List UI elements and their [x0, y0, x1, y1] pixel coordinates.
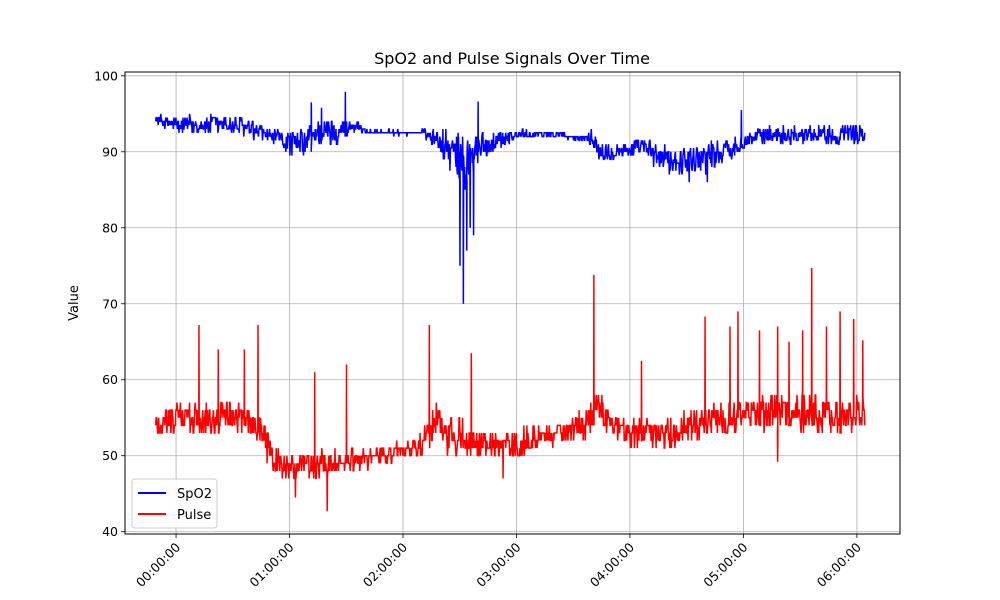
series-layer	[154, 91, 866, 512]
y-tick-label: 80	[102, 220, 118, 235]
y-tick-label: 50	[102, 448, 118, 463]
y-tick-label: 60	[102, 372, 118, 387]
series-line-spo2	[154, 91, 866, 304]
y-tick-label: 40	[102, 524, 118, 539]
plot-area	[154, 91, 866, 512]
chart-title: SpO2 and Pulse Signals Over Time	[374, 49, 650, 68]
y-tick-label: 70	[102, 296, 118, 311]
y-axis-title: Value	[67, 285, 82, 321]
legend: SpO2 Pulse	[131, 478, 218, 529]
grid-layer	[125, 72, 900, 534]
y-tick-label: 100	[94, 68, 118, 83]
y-axis: 40 50 60 70 80 90 100	[94, 68, 125, 539]
legend-box	[131, 478, 218, 529]
legend-label-spo2: SpO2	[177, 487, 212, 502]
plot-frame	[124, 71, 901, 535]
y-tick-label: 90	[102, 144, 118, 159]
series-line-pulse	[154, 268, 866, 512]
legend-label-pulse: Pulse	[177, 508, 211, 523]
